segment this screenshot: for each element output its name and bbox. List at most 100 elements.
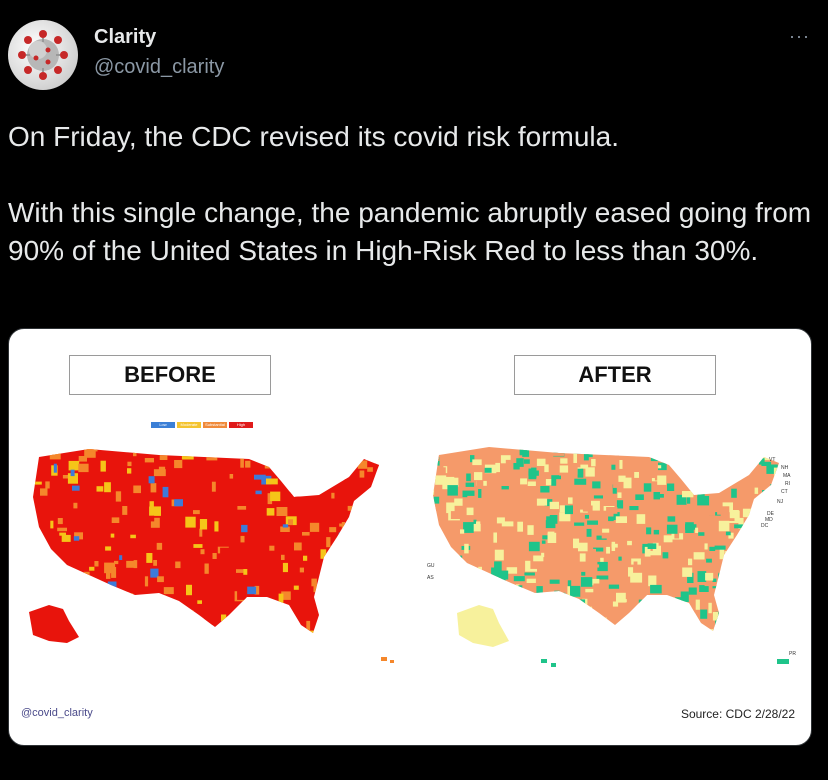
county-patch [84, 475, 91, 486]
county-patch [767, 564, 774, 570]
county-patch [365, 539, 374, 549]
county-patch [67, 473, 78, 484]
county-patch [668, 458, 677, 465]
tweet-text: On Friday, the CDC revised its covid ris… [8, 118, 818, 270]
county-patch [33, 481, 42, 485]
county-patch [122, 506, 128, 515]
county-patch [107, 581, 117, 588]
county-patch [547, 531, 555, 540]
county-patch [50, 520, 54, 529]
county-patch [611, 464, 616, 470]
county-patch [754, 521, 761, 528]
county-patch [150, 483, 157, 493]
after-map: VT NH MA RI CT NJ DE MD DC GU AS PR [417, 438, 796, 667]
county-patch [476, 521, 481, 527]
county-patch [526, 578, 536, 583]
county-patch [528, 541, 540, 552]
county-patch [162, 486, 169, 498]
county-patch [420, 594, 432, 605]
county-patch [759, 458, 765, 465]
county-patch [706, 558, 712, 563]
author-name[interactable]: Clarity [94, 26, 157, 48]
county-patch [584, 514, 589, 519]
county-patch [255, 490, 262, 495]
county-patch [615, 560, 626, 566]
county-patch [96, 486, 104, 492]
county-patch [705, 572, 714, 581]
county-patch [470, 523, 481, 532]
ellipsis-icon[interactable]: ··· [789, 26, 810, 46]
county-patch [459, 583, 468, 592]
county-patch [653, 529, 660, 535]
county-patch [680, 591, 689, 602]
county-patch [203, 618, 213, 625]
county-patch [773, 588, 779, 598]
county-patch [264, 458, 277, 469]
county-patch [111, 567, 117, 578]
county-patch [570, 585, 581, 597]
county-patch [36, 590, 44, 596]
county-patch [433, 452, 440, 461]
county-patch [442, 483, 452, 490]
county-patch [627, 540, 632, 546]
county-patch [433, 474, 434, 482]
county-patch [89, 566, 95, 571]
county-patch [492, 508, 499, 516]
county-patch [106, 571, 111, 579]
county-patch [266, 478, 278, 485]
author-handle[interactable]: @covid_clarity [94, 56, 225, 78]
county-patch [708, 602, 712, 614]
county-patch [580, 439, 588, 447]
county-patch [347, 505, 353, 511]
county-patch [700, 609, 708, 619]
county-patch [59, 532, 66, 536]
county-patch [433, 584, 444, 594]
county-patch [586, 452, 593, 458]
county-patch [719, 549, 725, 560]
county-patch [793, 576, 796, 582]
county-patch [628, 567, 634, 577]
county-patch [722, 625, 735, 631]
avatar[interactable] [8, 20, 78, 90]
county-patch [288, 519, 293, 525]
county-patch [146, 553, 153, 563]
tweet-media-image[interactable]: BEFORE AFTER Low Moderate Substantial Hi… [8, 328, 812, 746]
county-patch [435, 591, 447, 597]
county-patch [587, 520, 598, 525]
county-patch [612, 484, 617, 494]
county-patch [462, 490, 475, 498]
county-patch [114, 560, 119, 565]
county-patch [689, 460, 700, 466]
county-patch [728, 532, 734, 539]
county-patch [578, 542, 588, 552]
county-patch [377, 622, 379, 632]
county-patch [663, 612, 673, 616]
county-patch [240, 458, 244, 468]
county-patch [109, 598, 114, 604]
county-patch [560, 608, 570, 616]
county-patch [588, 578, 600, 586]
county-patch [742, 508, 754, 518]
county-patch [531, 467, 537, 478]
county-patch [760, 598, 772, 610]
county-patch [629, 506, 639, 511]
county-patch [435, 475, 447, 485]
county-patch [212, 553, 217, 559]
county-patch [542, 606, 549, 615]
county-patch [766, 464, 778, 474]
county-patch [417, 482, 428, 488]
county-patch [282, 562, 288, 573]
county-patch [618, 475, 626, 482]
county-patch [740, 464, 745, 475]
county-patch [257, 624, 261, 633]
county-patch [650, 537, 660, 545]
county-patch [137, 620, 142, 626]
label-ma: MA [783, 473, 791, 479]
county-patch [718, 572, 729, 583]
county-patch [708, 483, 717, 488]
county-patch [66, 582, 77, 586]
county-patch [33, 536, 37, 544]
county-patch [562, 438, 567, 447]
county-patch [593, 548, 596, 555]
county-patch [435, 626, 442, 631]
